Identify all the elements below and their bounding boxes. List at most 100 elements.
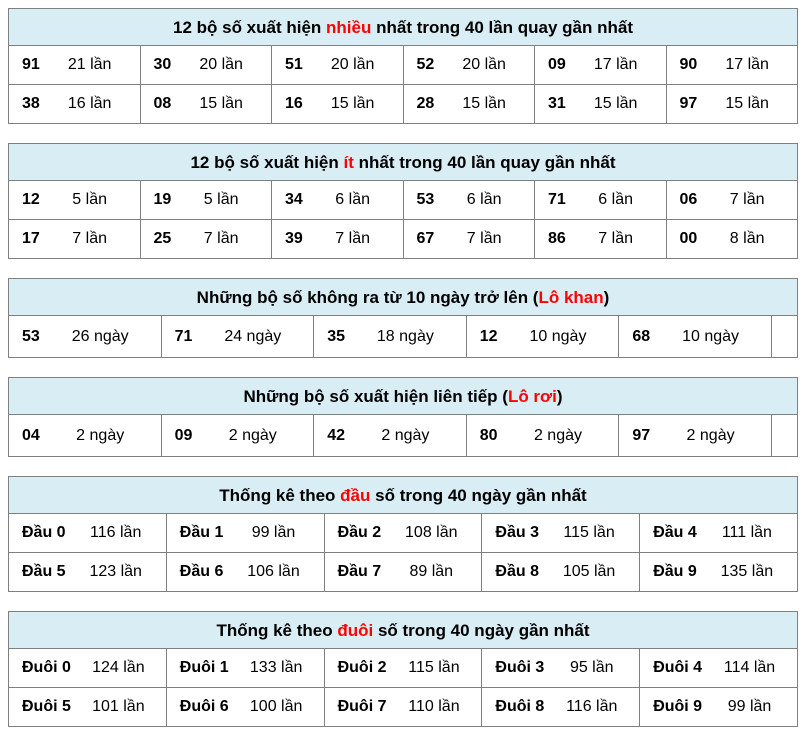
stat-count: 20 lần xyxy=(462,56,506,73)
stat-number: Đầu 2 xyxy=(337,524,382,541)
stat-cell: Đuôi 8 116 lần xyxy=(481,687,641,727)
stat-cell: 80 2 ngày xyxy=(465,414,620,457)
stat-number: 51 xyxy=(285,56,303,73)
stat-number: 17 xyxy=(22,230,40,247)
stat-count: 15 lần xyxy=(725,95,769,112)
table-lo-khan: Những bộ số không ra từ 10 ngày trở lên … xyxy=(8,278,799,358)
stat-cell: 28 15 lần xyxy=(402,84,535,124)
stat-count: 133 lần xyxy=(249,659,303,676)
title-highlight: ít xyxy=(343,152,354,172)
stat-count: 2 ngày xyxy=(228,426,277,444)
stat-cell-content: 09 17 lần xyxy=(535,56,666,74)
stat-count: 21 lần xyxy=(67,56,112,73)
stat-cell-content: 34 6 lần xyxy=(272,191,403,209)
stat-cell: Đầu 7 89 lần xyxy=(323,552,483,592)
stat-cell-content: 53 26 ngày xyxy=(9,328,161,346)
stat-cell-content: Đầu 2 108 lần xyxy=(325,524,482,542)
stat-cell-content: 35 18 ngày xyxy=(314,328,466,346)
stat-cell-content: 17 7 lần xyxy=(9,230,140,248)
table-most-frequent: 12 bộ số xuất hiện nhiều nhất trong 40 l… xyxy=(8,8,798,124)
stat-cell: Đầu 0 116 lần xyxy=(8,513,167,553)
stat-cell-content: 91 21 lần xyxy=(9,56,140,74)
table-title: Những bộ số không ra từ 10 ngày trở lên … xyxy=(8,278,798,316)
stat-cell: 42 2 ngày xyxy=(313,414,467,457)
stat-number: 04 xyxy=(22,426,40,444)
stat-cell: 97 2 ngày xyxy=(618,414,772,457)
stat-count: 15 lần xyxy=(462,95,506,112)
stat-cell-content: 38 16 lần xyxy=(9,95,140,113)
stat-cell-content: 90 17 lần xyxy=(667,56,798,74)
stat-number: Đuôi 5 xyxy=(22,698,71,715)
stat-cell: Đuôi 6 100 lần xyxy=(165,687,325,727)
stat-number: 25 xyxy=(153,230,172,247)
stat-cell-content: 12 10 ngày xyxy=(467,328,619,346)
title-text: số trong 40 ngày gần nhất xyxy=(373,620,590,640)
stat-count: 15 lần xyxy=(593,95,638,112)
stat-cell-content: Đầu 8 105 lần xyxy=(482,563,639,581)
title-text: nhất trong 40 lần quay gần nhất xyxy=(371,17,634,37)
stat-cell-content: Đầu 7 89 lần xyxy=(325,563,482,581)
stat-count: 124 lần xyxy=(92,659,145,676)
stat-number: 06 xyxy=(679,191,698,208)
table-title: Thống kê theo đầu số trong 40 ngày gần n… xyxy=(8,476,798,514)
stat-cell: Đuôi 5 101 lần xyxy=(8,687,167,727)
stat-number: 09 xyxy=(174,426,193,444)
stat-cell-content: 53 6 lần xyxy=(404,191,535,209)
stat-number: Đuôi 4 xyxy=(653,659,703,676)
stat-count: 2 ngày xyxy=(76,426,125,444)
title-highlight: Lô khan xyxy=(538,287,604,307)
stat-cell: Đuôi 2 115 lần xyxy=(323,648,483,688)
stat-number: 97 xyxy=(679,95,698,112)
stat-cell-content: 12 5 lần xyxy=(9,191,140,209)
empty-cell xyxy=(770,315,799,358)
stat-count: 7 lần xyxy=(335,230,370,247)
stat-cell: Đuôi 3 95 lần xyxy=(481,648,641,688)
stat-count: 114 lần xyxy=(723,659,776,676)
stat-cell-content: 42 2 ngày xyxy=(314,427,466,445)
stat-cell-content: 31 15 lần xyxy=(535,95,666,113)
stat-count: 99 lần xyxy=(251,524,296,541)
stat-cell: Đầu 1 99 lần xyxy=(165,513,325,553)
table-title: 12 bộ số xuất hiện nhiều nhất trong 40 l… xyxy=(8,8,798,46)
stat-count: 10 ngày xyxy=(682,327,740,345)
stat-cell: 68 10 ngày xyxy=(618,315,772,358)
stat-cell: 39 7 lần xyxy=(271,219,404,259)
stat-number: Đầu 0 xyxy=(22,524,66,541)
stat-number: Đầu 5 xyxy=(22,563,66,580)
table-header-row: Những bộ số không ra từ 10 ngày trở lên … xyxy=(8,278,798,316)
stat-cell-content: Đuôi 3 95 lần xyxy=(482,659,639,677)
stat-number: Đầu 7 xyxy=(337,563,382,580)
stat-cell-content: 19 5 lần xyxy=(141,191,272,209)
stat-count: 7 lần xyxy=(72,230,107,247)
stat-number: Đuôi 0 xyxy=(22,659,71,676)
stat-count: 2 ngày xyxy=(381,426,430,444)
stat-count: 106 lần xyxy=(247,563,300,580)
stat-cell: 71 24 ngày xyxy=(160,315,315,358)
stat-cell: Đầu 3 115 lần xyxy=(481,513,641,553)
stat-number: Đuôi 2 xyxy=(337,659,387,676)
stat-cell-content: 68 10 ngày xyxy=(619,328,771,346)
stat-cell: Đầu 4 111 lần xyxy=(639,513,798,553)
stat-count: 7 lần xyxy=(729,191,765,208)
stat-count: 26 ngày xyxy=(71,327,129,345)
stat-number: Đầu 9 xyxy=(653,563,697,580)
stat-number: 09 xyxy=(548,56,566,73)
stat-number: 00 xyxy=(679,230,698,247)
stat-cell: Đầu 2 108 lần xyxy=(323,513,483,553)
stat-count: 105 lần xyxy=(562,563,616,580)
stat-number: 53 xyxy=(416,191,435,208)
stat-cell-content: 09 2 ngày xyxy=(162,427,314,445)
stat-count: 5 lần xyxy=(203,191,239,208)
stat-cell-content: Đầu 1 99 lần xyxy=(167,524,324,542)
stat-count: 16 lần xyxy=(67,95,112,112)
stat-count: 115 lần xyxy=(563,524,615,541)
title-text: 12 bộ số xuất hiện xyxy=(190,152,344,172)
table-row: 12 5 lần 19 5 lần 34 6 lần 53 6 lần 71 6 lần 06 7 l… xyxy=(8,180,798,220)
stat-number: 80 xyxy=(479,426,498,444)
stat-count: 6 lần xyxy=(466,191,502,208)
stat-cell-content: 06 7 lần xyxy=(667,191,798,209)
stat-cell-content: 39 7 lần xyxy=(272,230,403,248)
stat-cell-content: 28 15 lần xyxy=(404,95,535,113)
stat-count: 20 lần xyxy=(199,56,243,73)
stat-number: 35 xyxy=(327,327,345,345)
